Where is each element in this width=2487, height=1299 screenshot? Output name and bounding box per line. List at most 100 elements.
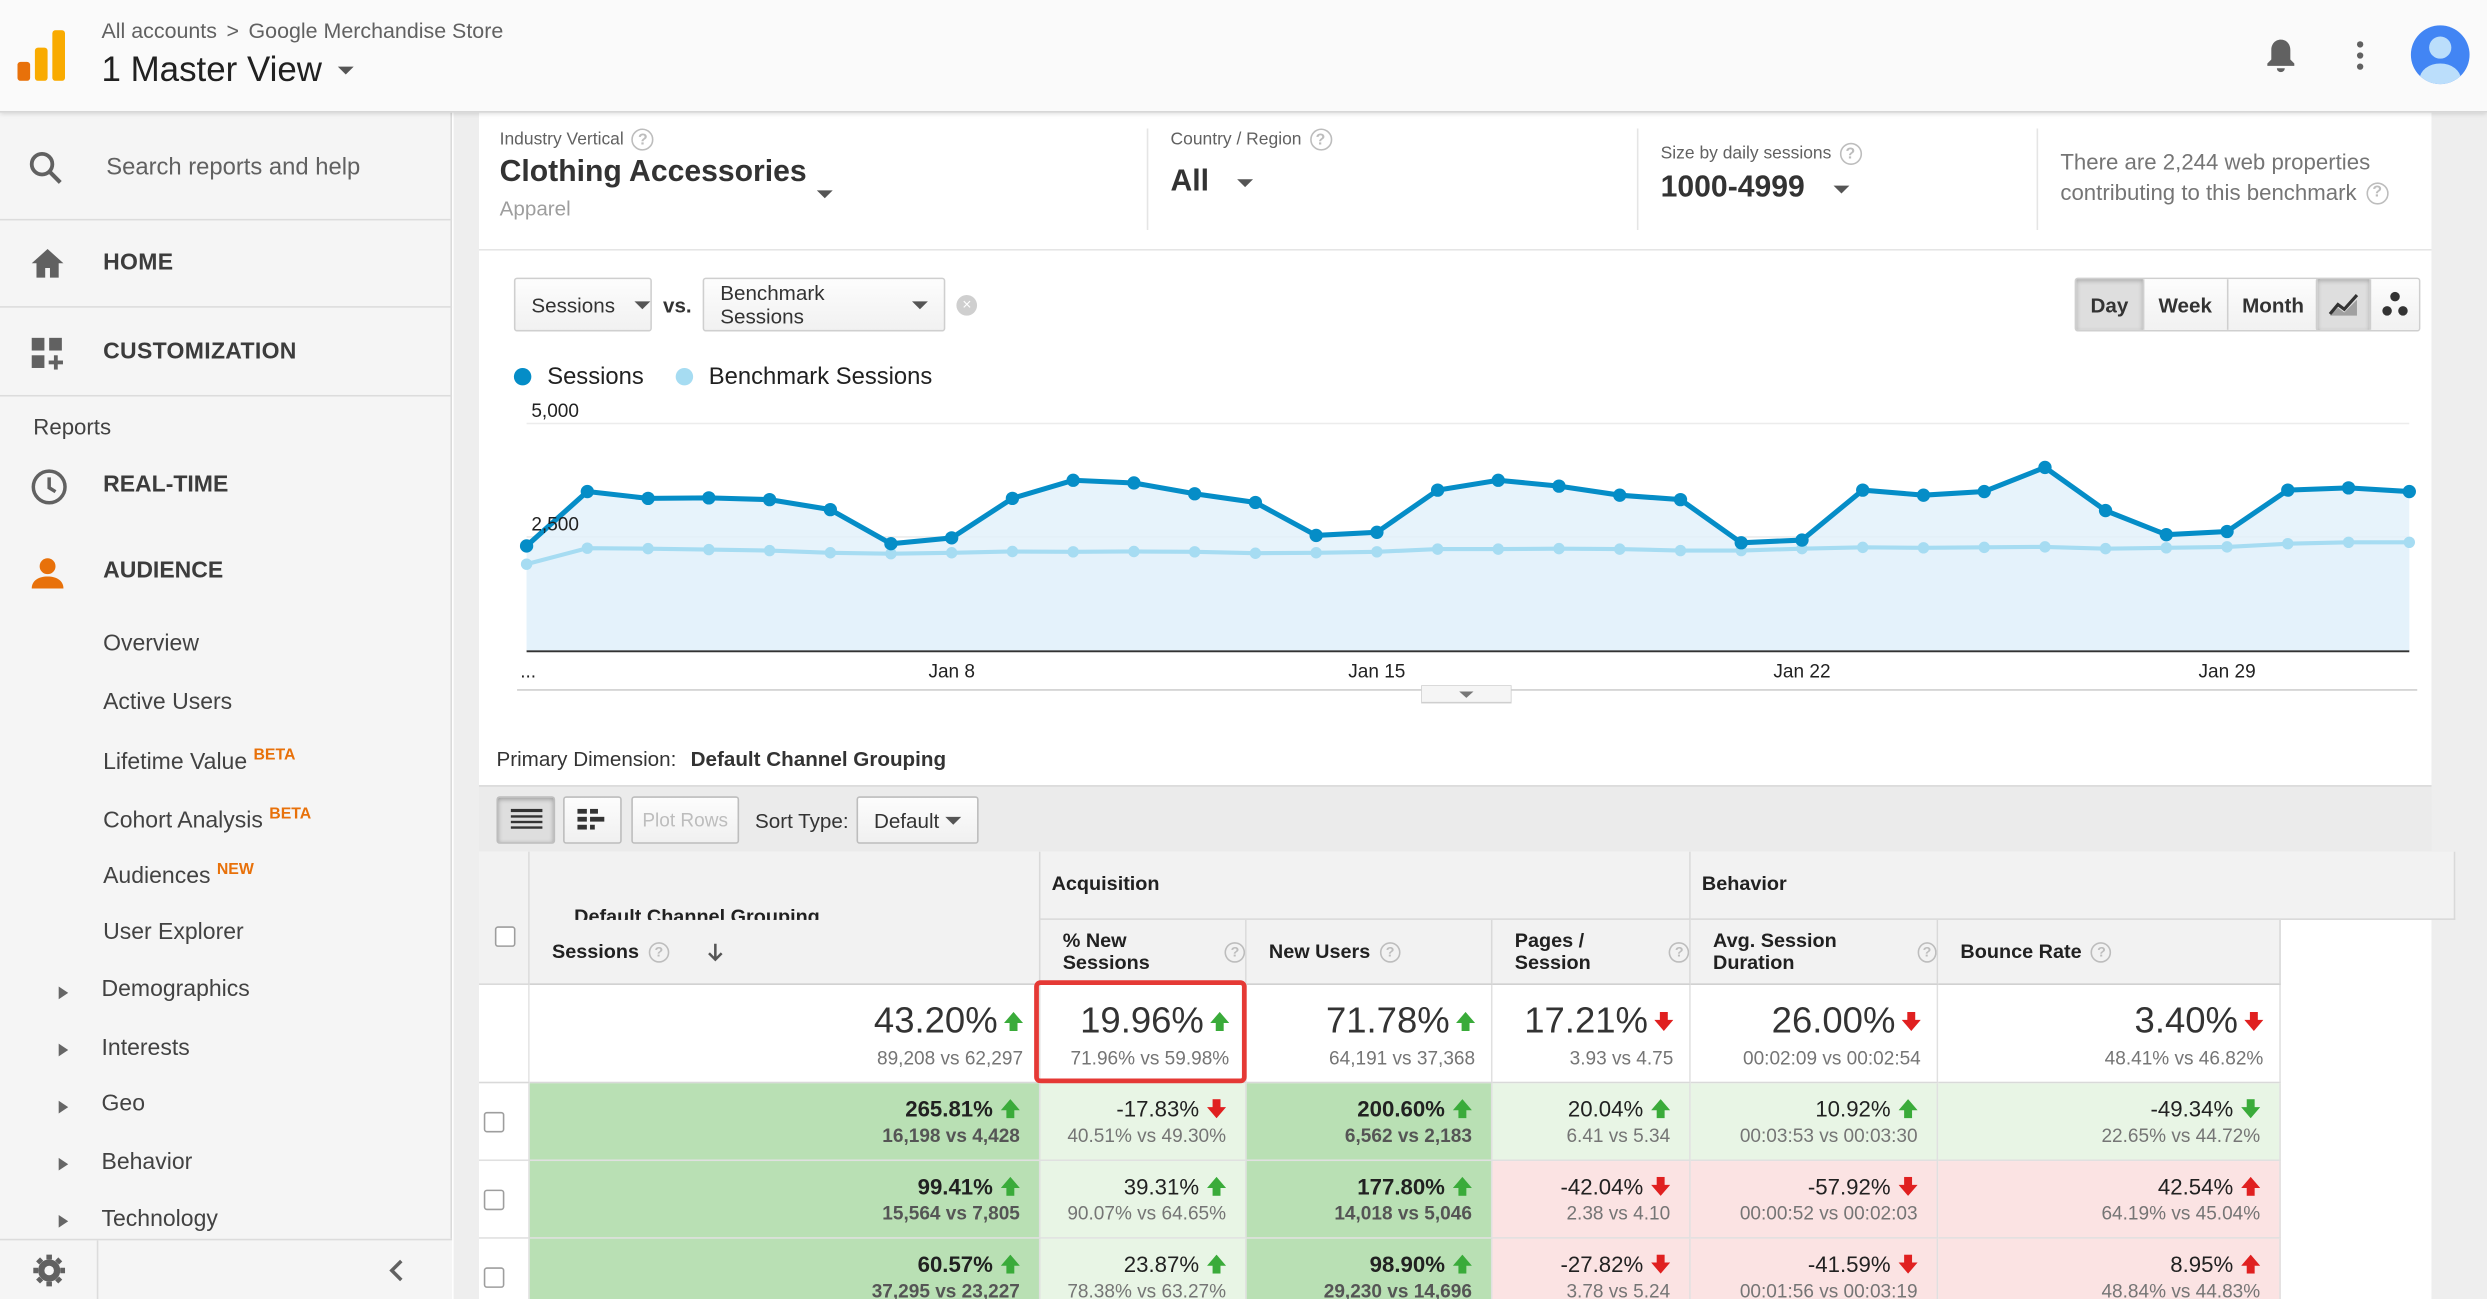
data-point[interactable] <box>2341 481 2356 495</box>
data-point[interactable] <box>581 542 594 554</box>
breadcrumb-store[interactable]: Google Merchandise Store <box>248 19 504 43</box>
help-icon[interactable]: ? <box>1379 941 1401 962</box>
legend-sessions[interactable]: Sessions <box>513 363 644 390</box>
comparison-view-icon[interactable] <box>563 796 622 844</box>
data-point[interactable] <box>1248 495 1263 510</box>
collapse-sidebar-chevron-left-icon[interactable] <box>387 1258 406 1283</box>
data-point[interactable] <box>2221 541 2233 553</box>
more-vert-icon[interactable] <box>2340 32 2381 80</box>
data-point[interactable] <box>1309 528 1323 543</box>
data-point[interactable] <box>824 547 837 559</box>
data-point[interactable] <box>1187 487 1202 501</box>
search-reports[interactable]: Search reports and help <box>0 113 453 221</box>
data-point[interactable] <box>2099 542 2112 555</box>
sidebar-item-behavior[interactable]: Behavior <box>101 1149 193 1176</box>
sidebar-item-audience[interactable]: AUDIENCE <box>0 547 452 601</box>
help-icon[interactable]: ? <box>1309 128 1332 151</box>
data-point[interactable] <box>702 491 716 505</box>
sidebar-item-user-explorer[interactable]: User Explorer <box>103 920 244 945</box>
expand-triangle-icon[interactable] <box>58 1157 69 1171</box>
data-point[interactable] <box>2342 536 2355 549</box>
select-all-checkbox[interactable] <box>494 926 516 947</box>
view-selector[interactable]: 1 Master View <box>102 49 354 90</box>
data-point[interactable] <box>703 543 715 556</box>
plot-rows-button[interactable]: Plot Rows <box>631 796 740 844</box>
chart-resize-handle[interactable] <box>1421 685 1512 704</box>
data-point[interactable] <box>1249 547 1262 559</box>
sessions-line-chart[interactable]: 5,000 2,500... Jan 8 Jan 15 Jan 22 Jan 29 <box>479 398 2432 715</box>
data-point[interactable] <box>1553 542 1565 555</box>
data-point[interactable] <box>885 548 897 560</box>
data-point[interactable] <box>823 502 837 517</box>
sidebar-item-home[interactable]: HOME <box>0 220 453 308</box>
data-point[interactable] <box>945 531 959 545</box>
help-icon[interactable]: ? <box>648 941 670 962</box>
metric-select-primary[interactable]: Sessions <box>513 277 652 332</box>
expand-triangle-icon[interactable] <box>58 986 69 1000</box>
motion-chart-icon[interactable] <box>2369 279 2419 330</box>
analytics-logo[interactable] <box>17 30 66 81</box>
data-point[interactable] <box>1856 483 1870 497</box>
data-point[interactable] <box>2159 528 2173 542</box>
data-point[interactable] <box>2402 484 2416 499</box>
data-point[interactable] <box>2220 524 2234 539</box>
column-header-bounce-rate[interactable]: Bounce Rate? <box>1938 919 2281 985</box>
help-icon[interactable]: ? <box>2366 181 2389 204</box>
data-point[interactable] <box>1005 491 1020 506</box>
data-point[interactable] <box>1310 547 1322 559</box>
sort-type-select[interactable]: Default <box>856 796 979 844</box>
data-point[interactable] <box>1492 543 1504 555</box>
data-point[interactable] <box>1491 473 1505 487</box>
industry-vertical-selector[interactable]: Industry Vertical? Clothing Accessories … <box>500 128 833 249</box>
user-avatar[interactable] <box>2410 25 2470 85</box>
data-point[interactable] <box>763 544 776 557</box>
data-point[interactable] <box>1917 542 1930 554</box>
data-point[interactable] <box>642 542 654 555</box>
breadcrumb-all-accounts[interactable]: All accounts <box>101 19 217 43</box>
sidebar-item-realtime[interactable]: REAL-TIME <box>0 462 452 516</box>
data-point[interactable] <box>1673 492 1688 507</box>
data-point[interactable] <box>762 492 777 507</box>
help-icon[interactable]: ? <box>631 128 654 151</box>
row-checkbox[interactable] <box>483 1267 505 1288</box>
notifications-bell-icon[interactable] <box>2260 32 2301 80</box>
data-point[interactable] <box>2098 503 2113 518</box>
sidebar-item-technology[interactable]: Technology <box>101 1207 218 1233</box>
data-point[interactable] <box>1916 488 1931 502</box>
expand-triangle-icon[interactable] <box>58 1100 69 1114</box>
data-point[interactable] <box>1795 533 1809 547</box>
help-icon[interactable]: ? <box>2091 941 2112 962</box>
month-button[interactable]: Month <box>2226 279 2319 330</box>
sidebar-item-overview[interactable]: Overview <box>103 631 199 656</box>
column-header-pages-session[interactable]: Pages / Session? <box>1492 919 1691 985</box>
day-button[interactable]: Day <box>2076 279 2143 330</box>
data-point[interactable] <box>1066 473 1080 487</box>
data-point[interactable] <box>1857 541 1869 554</box>
sidebar-item-audiences[interactable]: Audiences NEW <box>103 861 254 889</box>
expand-triangle-icon[interactable] <box>58 1214 69 1228</box>
help-icon[interactable]: ? <box>1839 142 1862 165</box>
data-point[interactable] <box>1613 488 1627 502</box>
help-icon[interactable]: ? <box>1669 941 1690 962</box>
admin-gear-icon[interactable] <box>0 1240 99 1299</box>
data-point[interactable] <box>520 558 533 570</box>
sidebar-item-lifetime-value[interactable]: Lifetime Value BETA <box>103 747 295 775</box>
primary-dimension-value[interactable]: Default Channel Grouping <box>690 747 947 771</box>
data-point[interactable] <box>2281 483 2295 497</box>
column-header--new-sessions[interactable]: % New Sessions? <box>1040 919 1247 985</box>
data-point[interactable] <box>2403 536 2416 549</box>
column-header-avg-session-duration[interactable]: Avg. Session Duration? <box>1690 919 1939 985</box>
column-header-new-users[interactable]: New Users? <box>1246 919 1493 985</box>
help-icon[interactable]: ? <box>1224 941 1246 962</box>
data-point[interactable] <box>1127 476 1141 490</box>
data-point[interactable] <box>1734 536 1748 550</box>
sidebar-item-cohort-analysis[interactable]: Cohort Analysis BETA <box>103 806 311 834</box>
data-point[interactable] <box>1431 543 1444 555</box>
data-point[interactable] <box>1128 545 1140 558</box>
data-point[interactable] <box>1674 544 1687 557</box>
row-checkbox[interactable] <box>483 1189 505 1211</box>
data-point[interactable] <box>1614 543 1626 555</box>
sidebar-item-active-users[interactable]: Active Users <box>103 690 232 715</box>
sort-descending-arrow-icon[interactable] <box>707 941 723 962</box>
data-point[interactable] <box>1067 546 1079 558</box>
